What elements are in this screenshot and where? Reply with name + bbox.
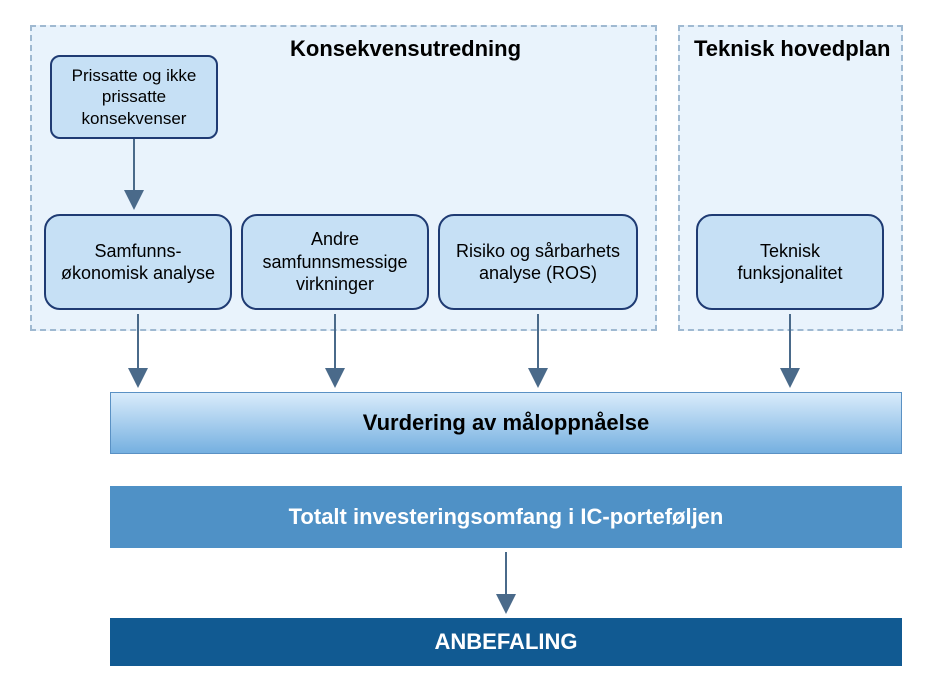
bar-vurdering: Vurdering av måloppnåelse — [110, 392, 902, 454]
panel-konsekvens-title: Konsekvensutredning — [290, 36, 521, 62]
bar-anbefaling: ANBEFALING — [110, 618, 902, 666]
node-samfunn: Samfunns- økonomisk analyse — [44, 214, 232, 310]
node-andre: Andre samfunnsmessige virkninger — [241, 214, 429, 310]
node-prissatte: Prissatte og ikke prissatte konsekvenser — [50, 55, 218, 139]
bar-totalt: Totalt investeringsomfang i IC-portefølj… — [110, 486, 902, 548]
node-ros: Risiko og sårbarhets analyse (ROS) — [438, 214, 638, 310]
panel-teknisk-title: Teknisk hovedplan — [694, 36, 894, 62]
node-teknisk: Teknisk funksjonalitet — [696, 214, 884, 310]
